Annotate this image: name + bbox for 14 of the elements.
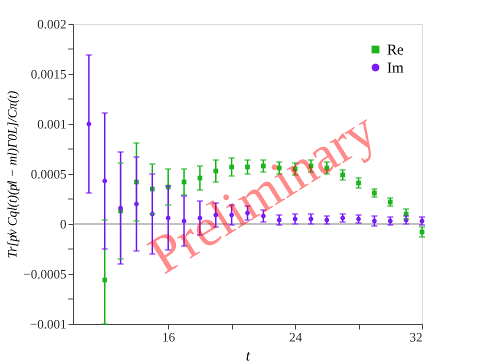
y-tick-label: 0.0015 xyxy=(30,66,66,82)
y-tick-label: −0.0005 xyxy=(23,266,66,282)
legend-label: Im xyxy=(387,60,404,76)
y-tick-label: 0 xyxy=(60,216,66,232)
y-tick-label: 0.0005 xyxy=(30,166,66,182)
x-axis-title: t xyxy=(246,348,251,362)
y-axis-title: Tr[p̸ν Cql(t)(p̸l − ml)Γ0L]/Cπ(t) xyxy=(4,90,20,258)
x-tick-label: 24 xyxy=(289,330,303,344)
y-tick-label: 0.002 xyxy=(37,16,66,32)
x-tick-label: 32 xyxy=(410,330,422,344)
y-tick-label: 0.001 xyxy=(37,116,66,132)
x-tick-label: 16 xyxy=(162,330,176,344)
y-tick-label: −0.001 xyxy=(30,316,66,332)
legend-label: Re xyxy=(387,42,404,58)
